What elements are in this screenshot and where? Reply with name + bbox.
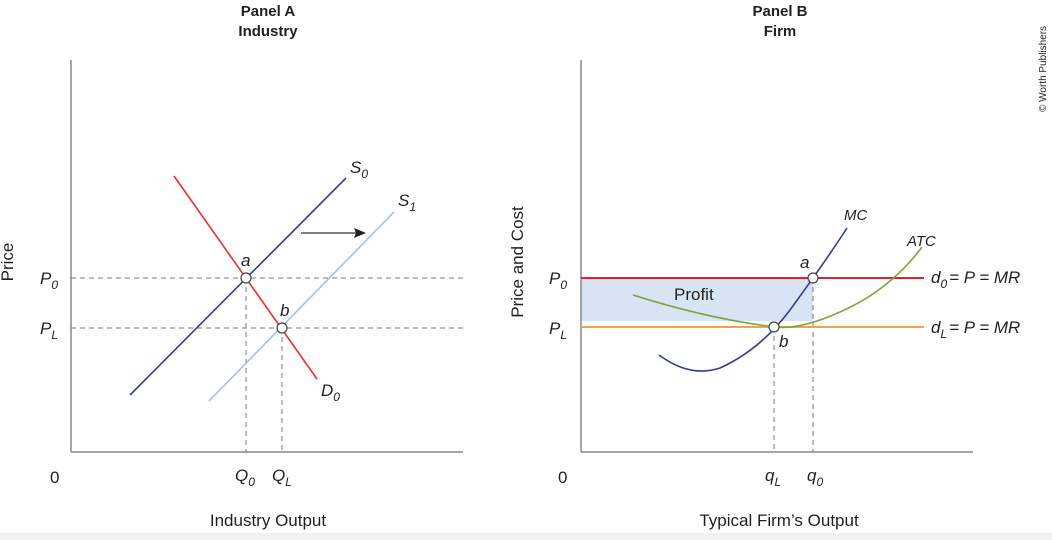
panel-b-origin: 0 <box>558 468 567 487</box>
panel-a-pl-label: PL <box>40 319 58 342</box>
panel-a-title: Panel A <box>241 3 296 20</box>
panel-b-p0-label: P0 <box>549 269 567 292</box>
atc-label: ATC <box>906 233 936 250</box>
dl-mr-label: dL = P = MR <box>931 318 1020 341</box>
panel-b-ql-label: qL <box>765 466 781 489</box>
firm-point-a-label: a <box>800 253 809 272</box>
panel-b-x-label: Typical Firm’s Output <box>699 511 859 530</box>
panel-a-q0-label: Q0 <box>235 466 255 489</box>
d0-mr-label: d0 = P = MR <box>931 268 1020 291</box>
profit-label: Profit <box>674 285 714 304</box>
arrow-right-icon <box>354 228 366 238</box>
point-a-label: a <box>241 251 250 270</box>
atc-curve <box>632 246 923 329</box>
panel-a-ql-label: QL <box>272 466 292 489</box>
panel-b-y-label: Price and Cost <box>508 206 527 318</box>
supply-curve-s1 <box>208 211 395 402</box>
profit-area <box>581 278 813 321</box>
panel-a-subtitle: Industry <box>238 23 298 40</box>
panel-a-x-label: Industry Output <box>210 511 327 530</box>
point-b-label: b <box>280 301 289 320</box>
panel-a-origin: 0 <box>50 468 59 487</box>
supply-curve-s0 <box>129 177 347 396</box>
equilibrium-point-b <box>276 322 288 334</box>
firm-point-b-label: b <box>779 332 788 351</box>
panel-b-title: Panel B <box>752 3 807 20</box>
panel-b-subtitle: Firm <box>764 23 797 40</box>
s0-label: S0 <box>350 158 368 181</box>
panel-b-pl-label: PL <box>549 319 567 342</box>
firm-point-a <box>807 272 819 284</box>
panel-a-p0-label: P0 <box>40 269 58 292</box>
mc-curve <box>658 227 848 372</box>
equilibrium-point-a <box>240 272 252 284</box>
copyright: © Worth Publishers <box>1038 26 1049 112</box>
firm-point-b <box>768 321 780 333</box>
mc-label: MC <box>844 207 867 224</box>
d0-label: D0 <box>321 381 340 404</box>
bottom-strip <box>0 533 1052 540</box>
panel-b-q0-label: q0 <box>807 466 823 489</box>
panel-a-y-label: Price <box>0 243 17 282</box>
s1-label: S1 <box>398 191 416 214</box>
